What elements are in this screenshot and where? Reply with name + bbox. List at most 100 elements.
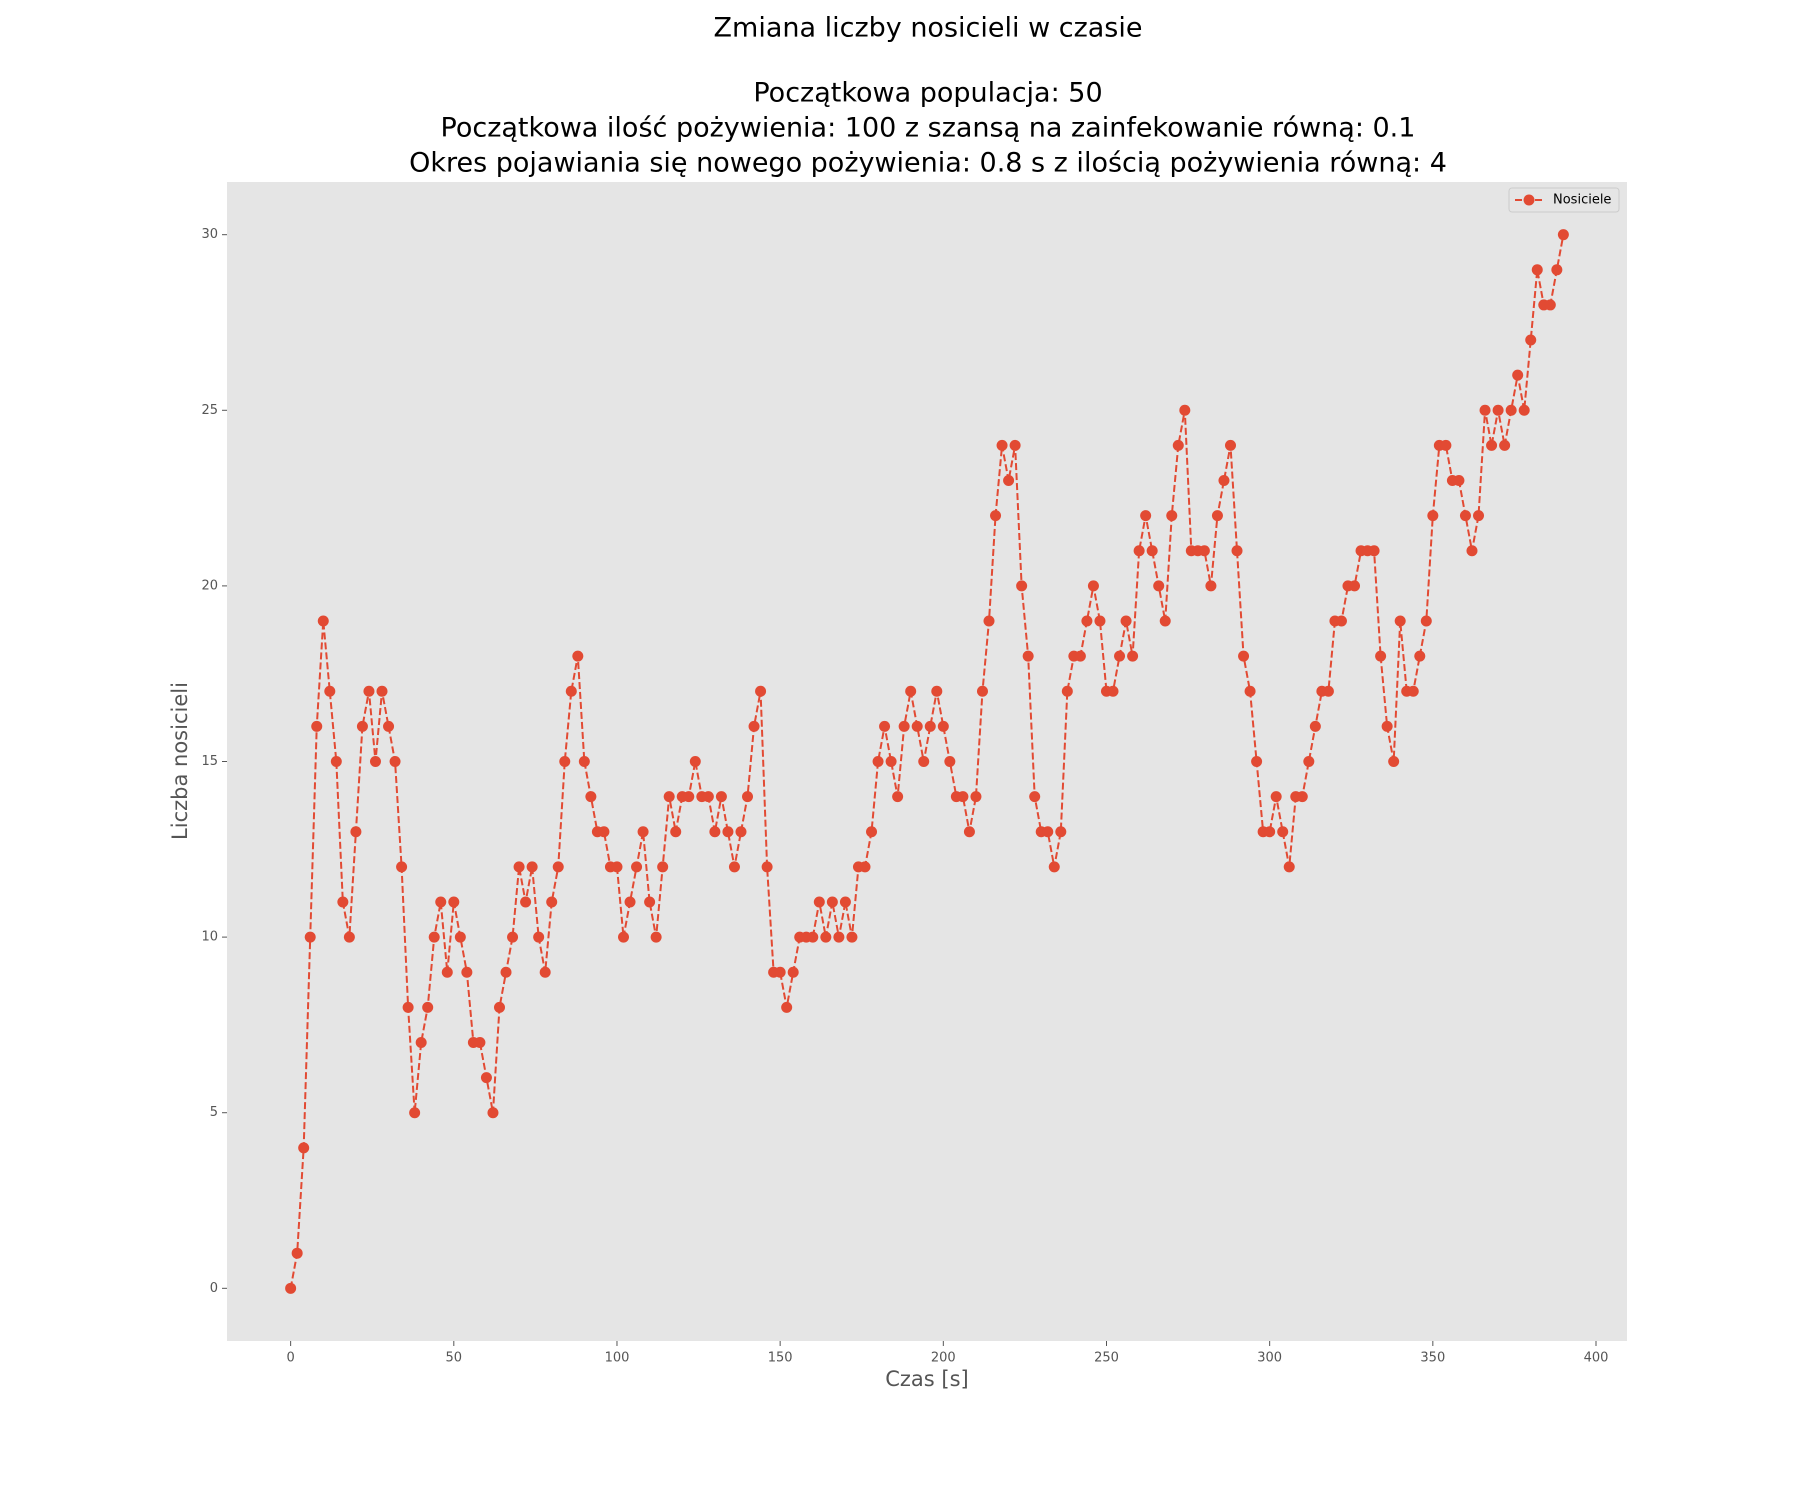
y-tick-label: 20 <box>201 578 218 593</box>
data-point <box>1407 685 1419 697</box>
data-point <box>931 685 943 697</box>
data-point <box>1512 369 1524 381</box>
data-point <box>493 1001 505 1013</box>
data-point <box>1440 439 1452 451</box>
data-point <box>866 826 878 838</box>
data-point <box>559 756 571 767</box>
data-point <box>376 685 388 697</box>
data-point <box>1453 475 1465 487</box>
data-point <box>1499 439 1511 451</box>
data-point <box>598 826 610 838</box>
data-point <box>990 510 1002 522</box>
data-point <box>1205 580 1217 592</box>
data-point <box>435 896 447 908</box>
x-tick-label: 300 <box>1257 1351 1282 1366</box>
data-point <box>689 756 701 767</box>
data-point <box>1335 615 1347 627</box>
data-point <box>618 931 630 943</box>
data-point <box>1251 756 1263 767</box>
data-point <box>1003 475 1015 487</box>
data-point <box>742 791 754 803</box>
data-point <box>905 685 917 697</box>
data-point <box>846 931 858 943</box>
data-point <box>546 896 558 908</box>
data-point <box>735 826 747 838</box>
data-point <box>389 756 401 767</box>
data-point <box>369 756 381 767</box>
y-tick-label: 15 <box>201 754 218 769</box>
data-point <box>924 720 936 732</box>
data-point <box>820 931 832 943</box>
data-point <box>748 720 760 732</box>
data-point <box>1087 580 1099 592</box>
data-point <box>957 791 969 803</box>
data-point <box>1479 404 1491 416</box>
data-point <box>422 1001 434 1013</box>
data-point <box>839 896 851 908</box>
data-point <box>1473 510 1485 522</box>
data-point <box>1224 439 1236 451</box>
chart-subtitle: Okres pojawiania się nowego pożywienia: … <box>409 148 1447 179</box>
x-tick-label: 400 <box>1584 1351 1609 1366</box>
data-point <box>631 861 643 873</box>
data-point <box>285 1282 297 1294</box>
data-point <box>996 439 1008 451</box>
data-point <box>1283 861 1295 873</box>
data-point <box>291 1247 303 1259</box>
data-point <box>937 720 949 732</box>
data-point <box>624 896 636 908</box>
data-point <box>585 791 597 803</box>
data-point <box>1427 510 1439 522</box>
chart-subtitle: Początkowa ilość pożywienia: 100 z szans… <box>441 113 1416 144</box>
data-point <box>304 931 316 943</box>
data-point <box>500 966 512 978</box>
data-point <box>1172 439 1184 451</box>
data-point <box>1420 615 1432 627</box>
data-point <box>637 826 649 838</box>
data-point <box>428 931 440 943</box>
y-tick-label: 10 <box>201 930 218 945</box>
data-point <box>944 756 956 767</box>
data-point <box>670 826 682 838</box>
x-tick-label: 350 <box>1420 1351 1445 1366</box>
data-point <box>363 685 375 697</box>
data-point <box>1074 650 1086 662</box>
data-point <box>565 685 577 697</box>
data-point <box>415 1036 427 1048</box>
data-point <box>1120 615 1132 627</box>
data-point <box>1303 756 1315 767</box>
data-point <box>1309 720 1321 732</box>
data-point <box>1218 475 1230 487</box>
data-point <box>1114 650 1126 662</box>
data-point <box>611 861 623 873</box>
x-tick-label: 150 <box>768 1351 793 1366</box>
data-point <box>409 1107 421 1119</box>
data-point <box>1198 545 1210 557</box>
data-point <box>572 650 584 662</box>
data-point <box>859 861 871 873</box>
y-tick-label: 25 <box>201 403 218 418</box>
data-point <box>350 826 362 838</box>
data-point <box>1127 650 1139 662</box>
data-point <box>872 756 884 767</box>
x-tick-label: 200 <box>931 1351 956 1366</box>
data-point <box>728 861 740 873</box>
data-point <box>1133 545 1145 557</box>
data-point <box>1375 650 1387 662</box>
data-point <box>1277 826 1289 838</box>
data-point <box>539 966 551 978</box>
data-point <box>461 966 473 978</box>
data-point <box>1094 615 1106 627</box>
data-point <box>1140 510 1152 522</box>
data-point <box>1022 650 1034 662</box>
data-point <box>885 756 897 767</box>
data-point <box>1322 685 1334 697</box>
data-point <box>507 931 519 943</box>
data-point <box>1557 229 1569 241</box>
data-point <box>513 861 525 873</box>
data-point <box>1349 580 1361 592</box>
data-point <box>337 896 349 908</box>
data-point <box>807 931 819 943</box>
data-point <box>1153 580 1165 592</box>
data-point <box>1159 615 1171 627</box>
